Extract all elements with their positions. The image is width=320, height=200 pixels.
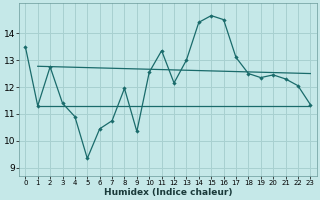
X-axis label: Humidex (Indice chaleur): Humidex (Indice chaleur) (104, 188, 232, 197)
